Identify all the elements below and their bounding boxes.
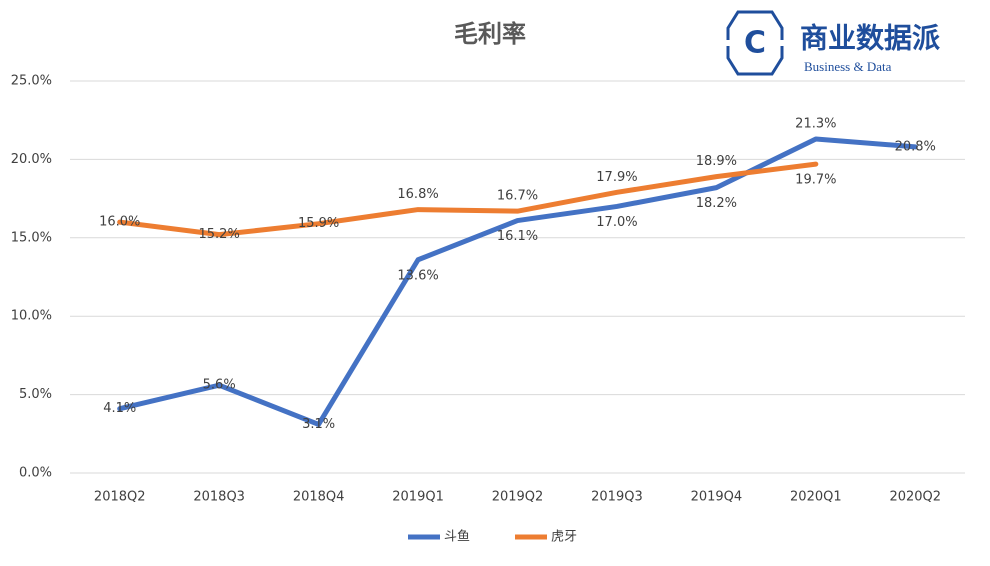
data-label: 16.0% <box>99 215 140 230</box>
y-tick-label: 0.0% <box>19 466 52 481</box>
logo: C 商业数据派 Business & Data <box>722 10 940 76</box>
x-tick-label: 2018Q2 <box>94 490 146 505</box>
y-tick-label: 10.0% <box>11 309 52 324</box>
x-tick-label: 2019Q3 <box>591 490 643 505</box>
data-label: 16.7% <box>497 189 538 204</box>
y-tick-label: 20.0% <box>11 152 52 167</box>
x-tick-label: 2019Q1 <box>392 490 444 505</box>
data-label: 20.8% <box>895 139 936 154</box>
y-tick-label: 15.0% <box>11 230 52 245</box>
data-label: 4.1% <box>103 401 136 416</box>
data-label: 5.6% <box>203 378 236 393</box>
data-label: 15.9% <box>298 216 339 231</box>
y-tick-label: 5.0% <box>19 387 52 402</box>
data-label: 16.1% <box>497 229 538 244</box>
x-tick-label: 2018Q4 <box>293 490 345 505</box>
x-tick-label: 2018Q3 <box>193 490 245 505</box>
x-tick-label: 2019Q2 <box>492 490 544 505</box>
data-label: 13.6% <box>397 268 438 283</box>
data-label: 21.3% <box>795 117 836 132</box>
x-tick-label: 2020Q2 <box>889 490 941 505</box>
data-label: 18.9% <box>696 154 737 169</box>
data-label: 18.2% <box>696 196 737 211</box>
series-line <box>117 161 819 238</box>
y-tick-label: 25.0% <box>11 74 52 89</box>
legend-label: 斗鱼 <box>444 529 470 545</box>
data-label: 3.1% <box>302 417 335 432</box>
logo-frame <box>726 10 784 76</box>
data-label: 17.0% <box>596 215 637 230</box>
data-label: 15.2% <box>199 227 240 242</box>
legend-label: 虎牙 <box>551 530 577 545</box>
x-tick-label: 2019Q4 <box>691 490 743 505</box>
chart-title: 毛利率 <box>454 20 526 48</box>
data-label: 17.9% <box>596 170 637 185</box>
logo-mark: C <box>744 26 766 61</box>
series-line <box>117 136 918 427</box>
data-label: 16.8% <box>397 187 438 202</box>
logo-name: 商业数据派 <box>800 22 940 55</box>
x-tick-label: 2020Q1 <box>790 490 842 505</box>
data-label: 19.7% <box>795 173 836 188</box>
logo-tagline: Business & Data <box>804 59 892 74</box>
